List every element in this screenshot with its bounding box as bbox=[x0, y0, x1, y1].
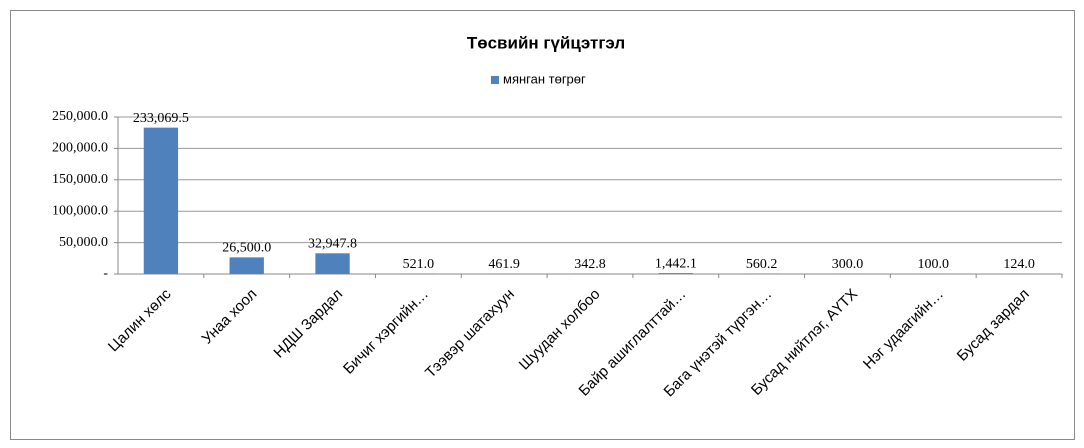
y-tick-label: 200,000.0 bbox=[52, 141, 108, 156]
legend-label: мянган төгрөг bbox=[503, 71, 586, 86]
value-label: 461.9 bbox=[488, 257, 520, 272]
value-label: 233,069.5 bbox=[133, 111, 189, 126]
y-tick-label: 50,000.0 bbox=[59, 235, 108, 250]
bar bbox=[229, 257, 264, 274]
y-tick-label: 150,000.0 bbox=[52, 172, 108, 187]
chart-title: Төсвийн гүйцэтгэл bbox=[467, 33, 625, 52]
y-tick-label: 100,000.0 bbox=[52, 203, 108, 218]
value-label: 521.0 bbox=[403, 257, 435, 272]
value-label: 32,947.8 bbox=[308, 237, 357, 252]
value-label: 560.2 bbox=[746, 257, 778, 272]
value-label: 1,442.1 bbox=[655, 256, 697, 271]
value-label: 26,500.0 bbox=[222, 241, 271, 256]
y-tick-label: 250,000.0 bbox=[52, 109, 108, 124]
legend-swatch bbox=[491, 76, 499, 84]
chart-border bbox=[10, 10, 1075, 440]
value-label: 124.0 bbox=[1003, 257, 1035, 272]
bar bbox=[658, 273, 693, 274]
bar bbox=[143, 127, 179, 274]
value-label: 100.0 bbox=[918, 257, 950, 272]
y-tick-label: - bbox=[103, 266, 108, 281]
value-label: 300.0 bbox=[832, 257, 864, 272]
bar bbox=[315, 253, 350, 274]
value-label: 342.8 bbox=[574, 257, 606, 272]
